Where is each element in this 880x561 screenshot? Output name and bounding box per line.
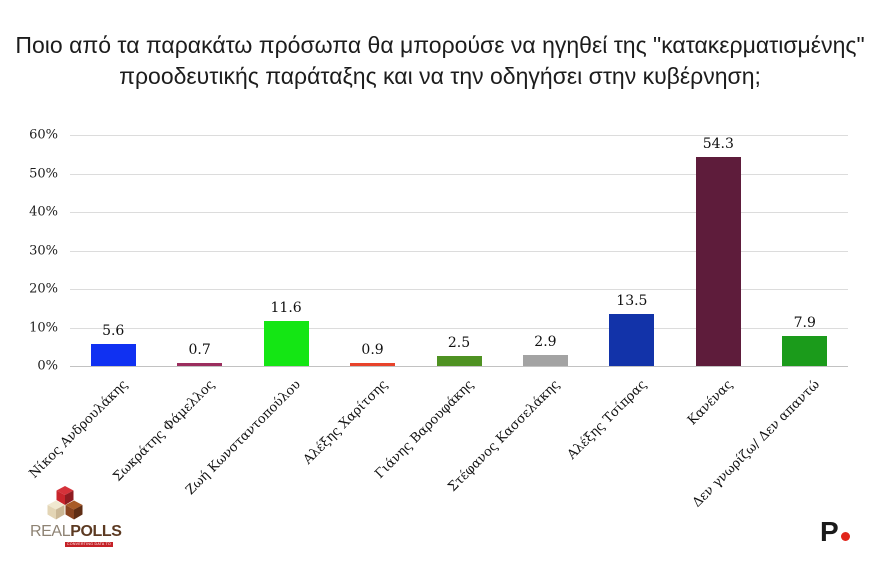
- bar-8: [695, 156, 741, 366]
- y-axis-tick-label: 10%: [29, 320, 58, 335]
- chart-title: Ποιο από τα παρακάτω πρόσωπα θα μπορούσε…: [0, 30, 880, 92]
- bar-value-label: 7.9: [793, 314, 816, 331]
- gridline-60: [70, 135, 848, 136]
- realpolls-word-polls: POLLS: [70, 523, 122, 540]
- bar-value-label: 0.9: [361, 341, 384, 358]
- publisher-letter: P: [820, 516, 839, 547]
- bar-4: [350, 362, 396, 366]
- gridline-40: [70, 212, 848, 213]
- gridline-10: [70, 327, 848, 329]
- bar-chart-plot-area: 0% 10% 20% 30% 40% 50% 60% 5.6 Νίκος Ανδρουλάκης…: [27, 129, 848, 510]
- bar-6: [522, 354, 568, 366]
- bar-1: [90, 344, 136, 366]
- y-axis-tick-label: 20%: [29, 281, 58, 297]
- bar-value-label: 54.3: [702, 135, 734, 152]
- y-axis-tick-label: 50%: [29, 166, 58, 181]
- category-label: Κανένας: [685, 377, 737, 429]
- bar-5: [436, 356, 482, 366]
- realpolls-word-real: REAL: [30, 523, 71, 540]
- publisher-red-dot-icon: [840, 532, 850, 541]
- bar-9: [782, 335, 828, 366]
- category-label: Ζωή Κωνσταντοπούλου: [183, 377, 305, 499]
- y-axis-tick-label: 0%: [37, 358, 58, 374]
- gridline-30: [70, 250, 848, 252]
- gridline-20: [70, 289, 848, 290]
- publisher-logo: P: [820, 516, 870, 552]
- category-label: Αλέξης Τσίπρας: [564, 377, 650, 463]
- y-axis-tick-label: 40%: [29, 204, 58, 220]
- gridline-0: [70, 366, 848, 367]
- realpolls-tagline: CONVERTING DATA TO INSIGHT: [65, 542, 113, 547]
- realpolls-wordmark: REALPOLLS: [30, 524, 150, 540]
- bar-value-label: 13.5: [616, 293, 648, 310]
- category-label: Δεν γνωρίζω/ Δεν απαντώ: [689, 377, 823, 511]
- bar-value-label: 2.5: [447, 335, 471, 352]
- bar-value-label: 11.6: [270, 300, 302, 317]
- chart-title-line2: προοδευτικής παράταξης και να την οδηγήσ…: [119, 63, 761, 89]
- gridline-50: [70, 173, 848, 175]
- category-label: Αλέξης Χαρίτσης: [300, 377, 391, 468]
- realpolls-logo: REALPOLLS CONVERTING DATA TO INSIGHT: [30, 486, 150, 550]
- bar-7: [609, 314, 655, 366]
- bar-value-label: 5.6: [102, 323, 125, 340]
- realpolls-cubes-icon: [47, 486, 83, 520]
- y-axis-tick-label: 30%: [29, 243, 58, 258]
- category-label: Στέφανος Κασσελάκης: [445, 377, 564, 495]
- bar-2: [177, 363, 223, 366]
- y-axis-tick-label: 60%: [29, 127, 58, 143]
- bar-3: [263, 321, 309, 366]
- bar-value-label: 2.9: [534, 333, 557, 350]
- category-label: Γιάνης Βαρουφάκης: [372, 377, 477, 482]
- chart-title-line1: Ποιο από τα παρακάτω πρόσωπα θα μπορούσε…: [15, 32, 865, 58]
- bar-value-label: 0.7: [188, 342, 211, 359]
